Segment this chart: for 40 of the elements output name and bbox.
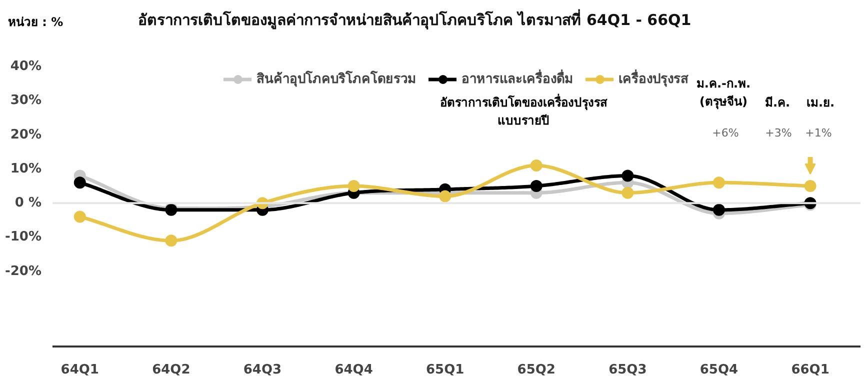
point — [622, 170, 634, 182]
chart-title: อัตราการเติบโตของมูลค่าการจำหน่ายสินค้าอุปโภคบริโภค ไตรมาสที่ 64Q1 - 66Q1 — [138, 10, 692, 32]
x-tick-label: 66Q1 — [791, 362, 830, 378]
point — [530, 160, 542, 172]
point — [74, 176, 86, 189]
y-tick-label: 10% — [10, 161, 42, 176]
y-tick-label: -20% — [4, 264, 42, 279]
point — [712, 204, 725, 216]
point — [74, 210, 86, 223]
annotation: +3% — [765, 126, 792, 140]
annotation: +1% — [805, 126, 832, 140]
text: หน่วย : % — [8, 14, 64, 31]
point — [165, 234, 178, 247]
x-tick-label: 65Q3 — [608, 362, 647, 378]
point — [439, 190, 452, 202]
point — [622, 186, 634, 199]
annotation: เม.ย. — [806, 96, 835, 110]
legend-label: เครื่องปรุงรส — [618, 68, 688, 89]
point — [348, 180, 360, 192]
annotation: +6% — [712, 126, 739, 140]
point — [530, 180, 542, 192]
annotation: มี.ค. — [764, 96, 790, 110]
x-tick-label: 64Q2 — [152, 362, 190, 378]
legend-label: สินค้าอุปโภคบริโภคโดยรวม — [256, 70, 416, 89]
x-tick-label: 64Q1 — [60, 362, 99, 378]
annotation: อัตราการเติบโตของเครื่องปรุงรส แบบรายปี — [440, 94, 608, 128]
legend-label: อาหารและเครื่องดื่ม — [462, 68, 574, 89]
y-tick-label: 20% — [10, 127, 42, 142]
point — [804, 180, 816, 192]
x-tick-label: 65Q2 — [517, 362, 556, 378]
x-tick-label: 65Q4 — [700, 362, 738, 378]
y-tick-label: 40% — [10, 59, 42, 74]
x-tick-label: 64Q4 — [334, 362, 373, 378]
annotation: ม.ค.-ก.พ. (ตรุษจีน) — [696, 76, 751, 110]
y-tick-label: 0 % — [14, 196, 42, 211]
point — [712, 176, 725, 189]
x-tick-label: 64Q3 — [243, 362, 282, 378]
y-tick-label: 30% — [10, 93, 42, 108]
x-tick-label: 65Q1 — [426, 362, 464, 378]
y-tick-label: -10% — [4, 230, 42, 245]
